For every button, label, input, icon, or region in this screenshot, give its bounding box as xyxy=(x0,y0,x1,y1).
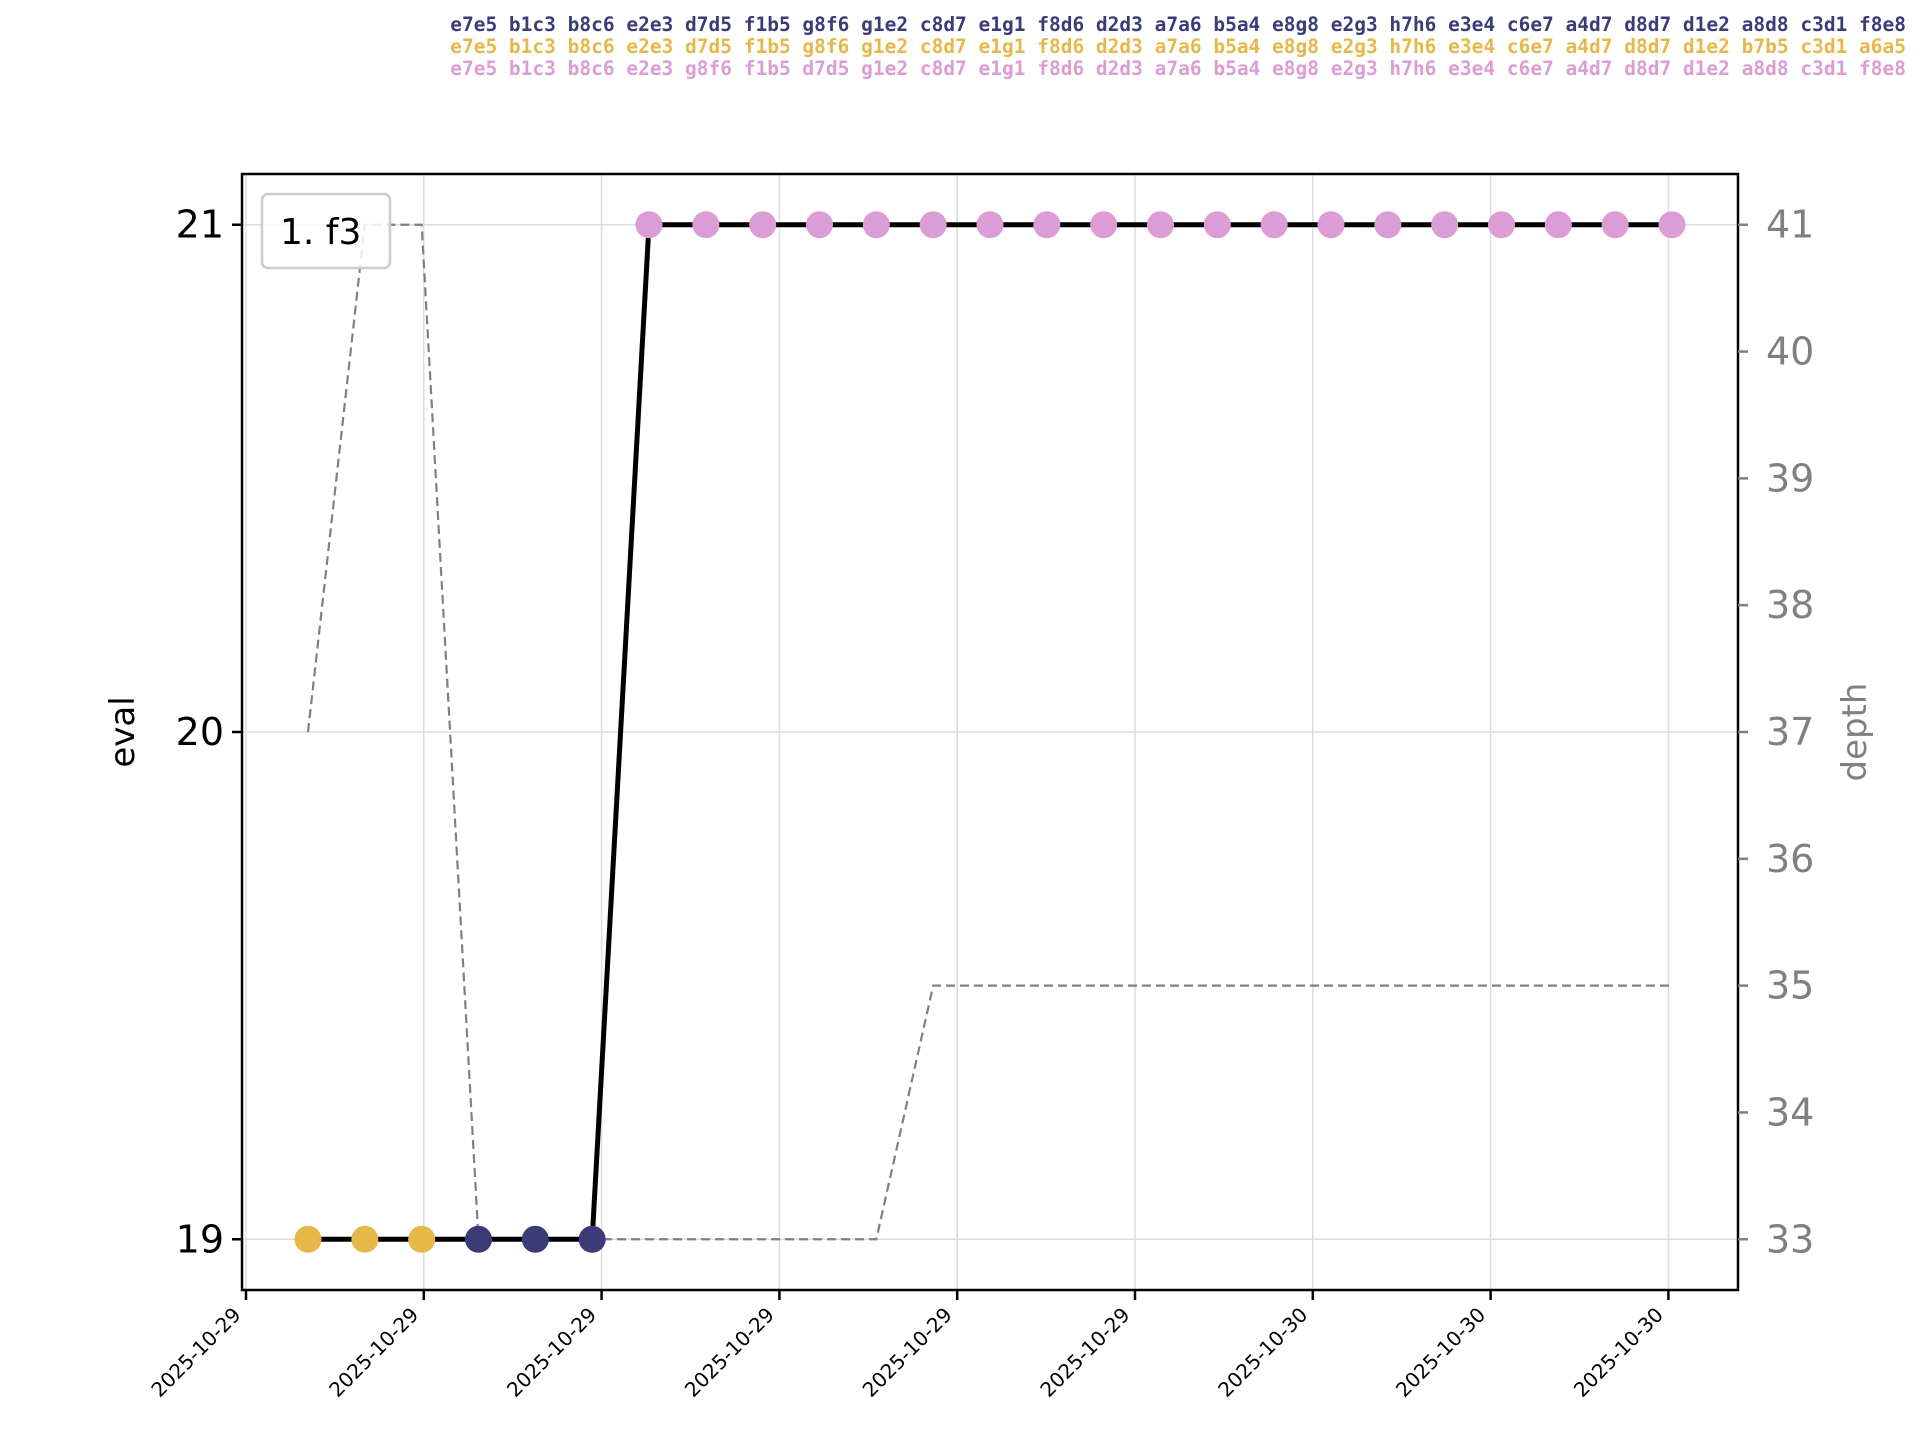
eval-point xyxy=(1431,211,1459,239)
y-right-tick-label: 35 xyxy=(1766,964,1814,1008)
eval-points xyxy=(294,211,1686,1253)
y-right-tick-label: 33 xyxy=(1766,1217,1814,1261)
pv-line: e7e5 b1c3 b8c6 e2e3 g8f6 f1b5 d7d5 g1e2 … xyxy=(450,57,1906,80)
eval-point xyxy=(351,1225,379,1253)
eval-point xyxy=(919,211,947,239)
x-tick-label: 2025-10-29 xyxy=(1035,1303,1134,1402)
x-tick-label: 2025-10-29 xyxy=(858,1303,957,1402)
eval-point xyxy=(692,211,720,239)
legend-label: 1. f3 xyxy=(280,212,361,253)
right-axis-ticks: 33 34 35 36 37 38 39 40 41 xyxy=(1738,203,1814,1261)
x-tick-label: 2025-10-29 xyxy=(324,1303,423,1402)
y-axis-label-eval: eval xyxy=(103,696,143,767)
eval-point xyxy=(578,1225,606,1253)
x-tick-label: 2025-10-29 xyxy=(502,1303,601,1402)
eval-point xyxy=(635,211,663,239)
y-right-tick-label: 41 xyxy=(1766,203,1814,247)
y-right-tick-label: 37 xyxy=(1766,710,1814,754)
eval-point xyxy=(408,1225,436,1253)
y-left-tick-label: 19 xyxy=(176,1217,224,1261)
y-left-tick-label: 21 xyxy=(176,203,224,247)
eval-point xyxy=(1601,211,1629,239)
pv-lines: e7e5 b1c3 b8c6 e2e3 d7d5 f1b5 g8f6 g1e2 … xyxy=(0,14,1920,80)
x-tick-label: 2025-10-29 xyxy=(680,1303,779,1402)
y-right-tick-label: 38 xyxy=(1766,583,1814,627)
eval-point xyxy=(294,1225,322,1253)
eval-point xyxy=(1488,211,1515,239)
eval-point xyxy=(976,211,1004,239)
eval-point xyxy=(1658,211,1686,239)
eval-point xyxy=(749,211,777,239)
pv-line: e7e5 b1c3 b8c6 e2e3 d7d5 f1b5 g8f6 g1e2 … xyxy=(450,35,1906,58)
pv-line: e7e5 b1c3 b8c6 e2e3 d7d5 f1b5 g8f6 g1e2 … xyxy=(450,13,1906,36)
x-tick-label: 2025-10-30 xyxy=(1213,1303,1312,1402)
y-right-tick-label: 34 xyxy=(1766,1090,1814,1134)
y-right-tick-label: 40 xyxy=(1766,330,1814,374)
y-axis-label-depth: depth xyxy=(1835,683,1875,782)
y-right-tick-label: 36 xyxy=(1766,837,1814,881)
eval-point xyxy=(1147,211,1174,239)
eval-point xyxy=(1260,211,1288,239)
eval-point xyxy=(1374,211,1402,239)
eval-point xyxy=(1033,211,1061,239)
eval-point xyxy=(465,1225,492,1253)
legend-box xyxy=(260,192,392,270)
eval-point xyxy=(806,211,833,239)
legend: 1. f3 xyxy=(260,192,392,270)
left-axis-ticks: 19 20 21 xyxy=(176,203,242,1261)
x-axis-ticks: 2025-10-29 2025-10-29 2025-10-29 2025-10-29… xyxy=(146,1290,1670,1402)
grid-lines xyxy=(242,174,1738,1290)
y-left-tick-label: 20 xyxy=(176,710,224,754)
y-right-tick-label: 39 xyxy=(1766,456,1814,500)
x-tick-label: 2025-10-30 xyxy=(1391,1303,1490,1402)
x-tick-label: 2025-10-30 xyxy=(1569,1303,1668,1402)
eval-point xyxy=(1317,211,1345,239)
eval-point xyxy=(1544,211,1572,239)
eval-point xyxy=(1203,211,1231,239)
x-tick-label: 2025-10-29 xyxy=(146,1303,245,1402)
eval-point xyxy=(862,211,890,239)
eval-point xyxy=(521,1225,549,1253)
eval-point xyxy=(1090,211,1118,239)
